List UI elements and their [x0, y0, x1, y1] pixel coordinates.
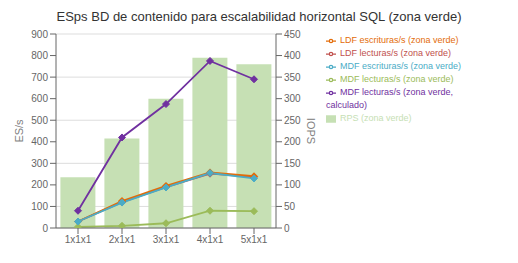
svg-text:900: 900 [31, 29, 48, 40]
svg-text:ES/s: ES/s [13, 119, 25, 143]
svg-text:0: 0 [284, 223, 290, 234]
svg-text:400: 400 [31, 136, 48, 147]
html-text:MDF escrituras/s (zona verde): MDF escrituras/s (zona verde) [340, 61, 461, 71]
html-text:LDF escrituras/s (zona verde): LDF escrituras/s (zona verde) [340, 35, 459, 45]
svg-text:300: 300 [31, 158, 48, 169]
svg-text:100: 100 [31, 201, 48, 212]
svg-text:350: 350 [284, 72, 301, 83]
html-text:ESps BD de contenido para esca: ESps BD de contenido para escalabilidad … [56, 9, 462, 24]
svg-text:500: 500 [31, 115, 48, 126]
svg-text:50: 50 [284, 201, 296, 212]
svg-text:0: 0 [42, 223, 48, 234]
svg-text:450: 450 [284, 29, 301, 40]
svg-text:2x1x1: 2x1x1 [109, 234, 136, 245]
html-text:LDF lecturas/s (zona verde): LDF lecturas/s (zona verde) [340, 48, 451, 58]
svg-text:100: 100 [284, 179, 301, 190]
svg-text:200: 200 [284, 136, 301, 147]
html-text:RPS (zona verde): RPS (zona verde) [340, 113, 412, 123]
svg-text:300: 300 [284, 93, 301, 104]
svg-text:5x1x1: 5x1x1 [241, 234, 268, 245]
svg-text:150: 150 [284, 158, 301, 169]
svg-text:400: 400 [284, 50, 301, 61]
html-text:MDF lecturas/s (zona verde, ca: MDF lecturas/s (zona verde, calculado) [326, 87, 453, 110]
svg-text:250: 250 [284, 115, 301, 126]
svg-text:700: 700 [31, 72, 48, 83]
svg-text:3x1x1: 3x1x1 [153, 234, 180, 245]
svg-text:IOPS: IOPS [305, 118, 317, 144]
svg-text:200: 200 [31, 179, 48, 190]
svg-text:600: 600 [31, 93, 48, 104]
svg-text:1x1x1: 1x1x1 [65, 234, 92, 245]
svg-text:800: 800 [31, 50, 48, 61]
svg-text:4x1x1: 4x1x1 [197, 234, 224, 245]
html-text:MDF lecturas/s (zona verde): MDF lecturas/s (zona verde) [340, 74, 454, 84]
